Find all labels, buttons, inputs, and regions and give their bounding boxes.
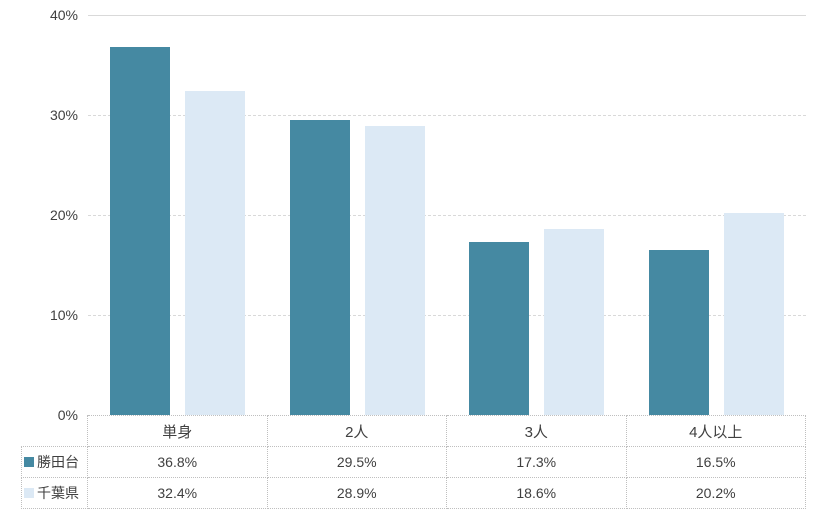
- gridline: [88, 315, 806, 316]
- value-cell: 36.8%: [88, 447, 268, 478]
- y-axis-label: 10%: [49, 307, 78, 323]
- bar: [289, 120, 350, 415]
- bar-group: [268, 15, 448, 415]
- value-cell: 16.5%: [626, 447, 806, 478]
- value-cell: 18.6%: [447, 478, 627, 509]
- legend-cell: 千葉県: [21, 478, 88, 509]
- value-cell: 28.9%: [267, 478, 447, 509]
- legend-swatch-icon: [24, 457, 34, 467]
- legend-swatch-icon: [24, 488, 34, 498]
- series-name: 勝田台: [37, 454, 79, 470]
- bar-group: [447, 15, 627, 415]
- gridline: [88, 215, 806, 216]
- category-header: 3人: [447, 415, 627, 447]
- value-cell: 29.5%: [267, 447, 447, 478]
- bar: [364, 126, 425, 415]
- table-corner-spacer: [21, 415, 88, 447]
- y-axis-label: 20%: [49, 207, 78, 223]
- category-header: 2人: [267, 415, 447, 447]
- data-table: 単身 2人 3人 4人以上勝田台 36.8% 29.5% 17.3% 16.5% 千葉県 32.4…: [21, 415, 806, 509]
- bar: [723, 213, 784, 415]
- value-cell: 32.4%: [88, 478, 268, 509]
- category-header: 単身: [88, 415, 268, 447]
- value-cell: 20.2%: [626, 478, 806, 509]
- gridline: [88, 15, 806, 16]
- y-axis-label: 40%: [49, 7, 78, 23]
- bar: [544, 229, 605, 415]
- legend-cell: 勝田台: [21, 447, 88, 478]
- bar: [185, 91, 246, 415]
- series-name: 千葉県: [37, 485, 79, 501]
- gridline: [88, 115, 806, 116]
- value-cell: 17.3%: [447, 447, 627, 478]
- bar-group: [627, 15, 807, 415]
- bar: [110, 47, 171, 415]
- bar: [469, 242, 530, 415]
- bar: [648, 250, 709, 415]
- bar-group: [88, 15, 268, 415]
- y-axis-label: 30%: [49, 107, 78, 123]
- plot-area: [88, 15, 806, 415]
- category-header: 4人以上: [626, 415, 806, 447]
- y-axis-label: 0%: [57, 407, 78, 423]
